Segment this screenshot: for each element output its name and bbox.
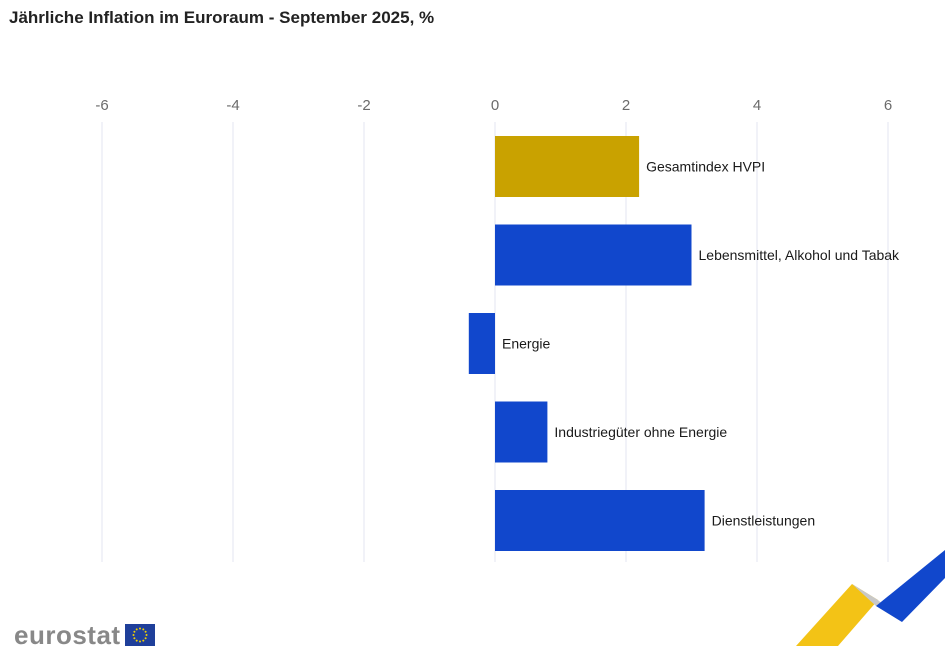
bar[interactable] bbox=[468, 313, 495, 374]
bar[interactable] bbox=[495, 401, 548, 463]
bar[interactable] bbox=[495, 490, 705, 551]
x-tick-label: 0 bbox=[491, 97, 499, 114]
x-tick-label: 6 bbox=[884, 97, 892, 114]
chart-title: Jährliche Inflation im Euroraum - Septem… bbox=[9, 8, 435, 27]
x-tick-label: 4 bbox=[753, 97, 761, 114]
eu-flag-icon bbox=[124, 624, 155, 646]
logo-text: eurostat bbox=[14, 620, 121, 650]
bar-category-label: Gesamtindex HVPI bbox=[646, 159, 765, 175]
x-tick-label: 2 bbox=[622, 97, 630, 114]
x-tick-label: -4 bbox=[226, 97, 239, 114]
bar-category-label: Dienstleistungen bbox=[712, 513, 816, 529]
bar-category-label: Lebensmittel, Alkohol und Tabak bbox=[699, 247, 901, 263]
eurostat-logo: eurostat bbox=[14, 622, 155, 648]
bar-category-label: Energie bbox=[502, 336, 550, 352]
bar[interactable] bbox=[495, 224, 692, 286]
bar-category-label: Industriegüter ohne Energie bbox=[554, 424, 727, 440]
x-tick-label: -2 bbox=[357, 97, 370, 114]
bar[interactable] bbox=[495, 136, 640, 197]
x-tick-label: -6 bbox=[95, 97, 108, 114]
